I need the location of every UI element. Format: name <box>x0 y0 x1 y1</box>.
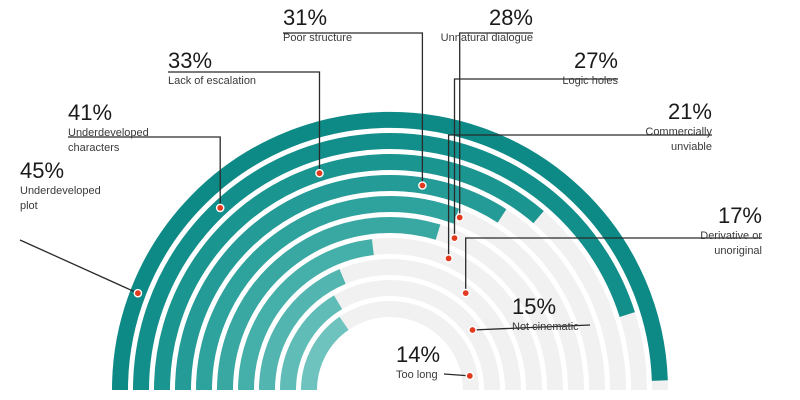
leader-line <box>453 78 618 239</box>
category-label: Lack of escalation <box>168 75 257 87</box>
value-marker <box>133 288 143 298</box>
value-marker <box>444 254 453 263</box>
bar-lack-of-escalation <box>154 153 544 391</box>
category-label: Unnatural dialogue <box>440 32 533 44</box>
value-marker <box>461 288 471 298</box>
bar-not-cinematic <box>280 295 343 391</box>
leader-line <box>472 324 591 331</box>
leader-line <box>168 71 321 174</box>
category-label: Not cinematic <box>512 321 579 333</box>
bar-poor-structure <box>175 175 507 391</box>
value-marker <box>215 203 225 213</box>
leader-line <box>447 134 712 259</box>
category-label: Logic holes <box>562 75 618 87</box>
leader-lines <box>19 32 762 377</box>
label-underdeveloped-characters: 41% Underdeveloped characters <box>68 100 288 156</box>
leader-line <box>443 373 470 377</box>
label-derivative-or-unoriginal: 17% Derivative or unoriginal <box>542 203 762 259</box>
bar-unnatural-dialogue <box>196 195 460 391</box>
value-label: 21% <box>667 99 712 124</box>
label-underdeveloped-plot: 45% Underdeveloped plot <box>20 158 240 214</box>
bar-logic-holes <box>217 217 441 391</box>
value-marker <box>418 181 427 190</box>
value-marker <box>455 213 465 222</box>
category-label: Commercially unviable <box>645 126 712 153</box>
bar-too-long <box>301 316 349 391</box>
label-poor-structure: 31% Poor structure <box>283 5 503 46</box>
leader-line <box>68 136 221 208</box>
bar-commercially-unviable <box>238 239 374 391</box>
value-marker <box>315 168 324 178</box>
leader-line <box>283 32 424 186</box>
value-marker <box>450 233 459 243</box>
label-not-cinematic: 15% Not cinematic <box>512 294 732 335</box>
label-lack-of-escalation: 33% Lack of escalation <box>168 48 388 89</box>
value-marker <box>468 325 477 335</box>
value-label: 33% <box>168 48 213 73</box>
category-label: Underdeveloped plot <box>20 185 101 212</box>
label-logic-holes: 27% Logic holes <box>398 48 618 89</box>
value-label: 14% <box>396 342 441 367</box>
bar-underdeveloped-plot <box>112 111 668 391</box>
value-label: 27% <box>573 48 618 73</box>
value-label: 45% <box>20 158 65 183</box>
label-commercially-unviable: 21% Commercially unviable <box>492 99 712 155</box>
leader-line <box>459 32 533 218</box>
leader-line <box>19 239 139 294</box>
label-unnatural-dialogue: 28% Unnatural dialogue <box>313 5 533 46</box>
label-too-long: 14% Too long <box>396 342 616 383</box>
bar-derivative-or-unoriginal <box>259 269 346 391</box>
value-label: 28% <box>488 5 533 30</box>
value-label: 15% <box>512 294 557 319</box>
category-label: Too long <box>396 369 438 381</box>
value-markers <box>133 168 477 381</box>
leader-line <box>465 237 762 294</box>
value-label: 31% <box>283 5 328 30</box>
data-bars <box>112 111 668 391</box>
category-label: Poor structure <box>283 32 353 44</box>
bar-underdeveloped-characters <box>133 133 635 391</box>
category-label: Derivative or unoriginal <box>700 230 762 257</box>
value-label: 41% <box>68 100 113 125</box>
value-marker <box>465 371 475 381</box>
value-label: 17% <box>717 203 762 228</box>
category-label: Underdeveloped characters <box>68 127 149 154</box>
